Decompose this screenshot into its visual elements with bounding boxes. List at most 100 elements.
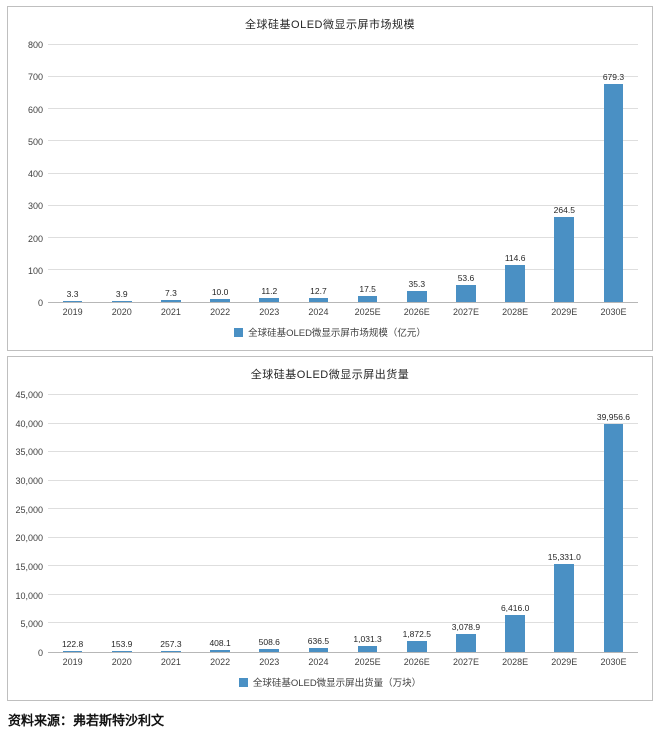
bar-value-label: 6,416.0 bbox=[500, 603, 530, 614]
bar bbox=[161, 650, 181, 652]
bar bbox=[456, 634, 476, 652]
bar-value-label: 17.5 bbox=[359, 284, 376, 295]
bar-slot: 1,031.3 bbox=[343, 395, 392, 652]
bar-value-label: 408.1 bbox=[209, 637, 231, 648]
x-tick-label: 2019 bbox=[62, 657, 83, 667]
bar-slot: 15,331.0 bbox=[540, 395, 589, 652]
bar bbox=[111, 651, 132, 652]
bar-value-label: 264.5 bbox=[553, 205, 575, 216]
bar bbox=[603, 83, 624, 302]
x-tick-label: 2021 bbox=[160, 307, 181, 317]
chart-title: 全球硅基OLED微显示屏市场规模 bbox=[245, 19, 415, 31]
chart-title: 全球硅基OLED微显示屏出货量 bbox=[250, 369, 410, 381]
bar bbox=[505, 615, 525, 652]
y-tick-label: 400 bbox=[27, 169, 43, 179]
bar-value-label: 7.3 bbox=[165, 287, 177, 298]
bar bbox=[357, 296, 378, 302]
x-tick-label: 2024 bbox=[308, 657, 329, 667]
bar-slot: 3,078.9 bbox=[441, 395, 490, 652]
x-tick-label: 2027E bbox=[452, 307, 479, 317]
y-tick-label: 0 bbox=[37, 648, 43, 658]
bars-layer: 122.8 153.9 257.3 408.1 508.6 636.5 1,031.3 1,8… bbox=[48, 395, 638, 652]
gridline bbox=[48, 76, 638, 78]
bar-value-label: 508.6 bbox=[258, 637, 280, 648]
bar-slot: 508.6 bbox=[245, 395, 294, 652]
plot-area: 122.8 153.9 257.3 408.1 508.6 636.5 1,031.3 1,8… bbox=[48, 394, 638, 653]
bar-value-label: 53.6 bbox=[457, 272, 475, 283]
x-axis-labels: 2019 2020 2021 2022 2023 2024 2025E 2026E 2027E 2… bbox=[48, 303, 638, 317]
bar bbox=[308, 297, 329, 302]
x-tick-label: 2027E bbox=[452, 657, 479, 667]
gridline bbox=[48, 622, 638, 624]
bar-slot: 153.9 bbox=[97, 395, 146, 652]
bar-slot: 11.2 bbox=[245, 45, 294, 302]
x-tick-label: 2026E bbox=[403, 307, 430, 317]
y-tick-label: 25,000 bbox=[15, 504, 43, 515]
legend: 全球硅基OLED微显示屏市场规模（亿元） bbox=[8, 317, 652, 348]
bar-value-label: 122.8 bbox=[61, 639, 84, 650]
chart-body: 0 100 200 300 400 500 600 700 800 3.3 3.9 7.3 10.0 1… bbox=[8, 40, 652, 317]
y-tick-label: 35,000 bbox=[15, 447, 43, 458]
y-tick-label: 800 bbox=[27, 40, 43, 50]
x-tick-label: 2023 bbox=[259, 657, 280, 667]
x-tick-label: 2030E bbox=[600, 657, 627, 667]
y-tick-label: 300 bbox=[27, 201, 43, 212]
bar-value-label: 12.7 bbox=[310, 285, 327, 296]
bar-slot: 122.8 bbox=[48, 395, 97, 652]
bar bbox=[259, 298, 280, 302]
y-tick-label: 700 bbox=[27, 72, 43, 83]
bar bbox=[406, 641, 427, 652]
x-tick-label: 2029E bbox=[551, 657, 578, 667]
x-tick-label: 2022 bbox=[210, 657, 231, 667]
bar-value-label: 1,872.5 bbox=[402, 629, 431, 640]
bar-slot: 114.6 bbox=[491, 45, 540, 302]
y-tick-label: 45,000 bbox=[15, 390, 43, 400]
bar bbox=[505, 265, 525, 302]
bar-slot: 408.1 bbox=[196, 395, 245, 652]
bar-value-label: 10.0 bbox=[211, 286, 229, 297]
gridline bbox=[48, 236, 638, 238]
bar-slot: 17.5 bbox=[343, 45, 392, 302]
y-tick-label: 0 bbox=[37, 298, 43, 308]
y-tick-label: 10,000 bbox=[15, 590, 43, 601]
bar-value-label: 1,031.3 bbox=[353, 634, 382, 645]
x-tick-label: 2026E bbox=[403, 657, 430, 667]
bar bbox=[603, 423, 624, 652]
bar-slot: 679.3 bbox=[589, 45, 638, 302]
x-tick-label: 2023 bbox=[259, 307, 280, 317]
bar bbox=[161, 299, 181, 302]
gridline bbox=[48, 44, 638, 45]
bar-slot: 636.5 bbox=[294, 395, 343, 652]
gridline bbox=[48, 508, 638, 510]
bar-value-label: 3,078.9 bbox=[451, 622, 481, 633]
x-tick-label: 2028E bbox=[502, 657, 529, 667]
bar-value-label: 3.3 bbox=[66, 288, 79, 299]
x-tick-label: 2025E bbox=[354, 657, 381, 667]
x-tick-label: 2024 bbox=[308, 307, 329, 317]
bar-slot: 53.6 bbox=[441, 45, 490, 302]
market-size-chart: 全球硅基OLED微显示屏市场规模 0 100 200 300 400 500 600 700 8… bbox=[7, 6, 653, 351]
source-note: 资料来源：弗若斯特沙利文 bbox=[8, 714, 165, 729]
gridline bbox=[48, 422, 638, 424]
bar-value-label: 153.9 bbox=[111, 639, 133, 650]
bar bbox=[210, 649, 230, 652]
x-tick-label: 2022 bbox=[210, 307, 231, 317]
bar-slot: 10.0 bbox=[196, 45, 245, 302]
bar bbox=[308, 648, 329, 652]
bar-slot: 257.3 bbox=[146, 395, 195, 652]
x-tick-label: 2020 bbox=[111, 657, 132, 667]
bar-value-label: 257.3 bbox=[160, 638, 182, 649]
bar-value-label: 114.6 bbox=[504, 253, 526, 264]
y-tick-label: 20,000 bbox=[15, 533, 43, 544]
bar-value-label: 679.3 bbox=[602, 71, 625, 82]
gridline bbox=[48, 479, 638, 481]
bar-slot: 12.7 bbox=[294, 45, 343, 302]
legend-label: 全球硅基OLED微显示屏出货量（万块） bbox=[252, 678, 422, 689]
gridline bbox=[48, 451, 638, 453]
bar-slot: 7.3 bbox=[146, 45, 195, 302]
gridline bbox=[48, 140, 638, 142]
y-tick-label: 100 bbox=[27, 265, 43, 276]
gridline bbox=[48, 593, 638, 595]
bar bbox=[456, 284, 476, 302]
